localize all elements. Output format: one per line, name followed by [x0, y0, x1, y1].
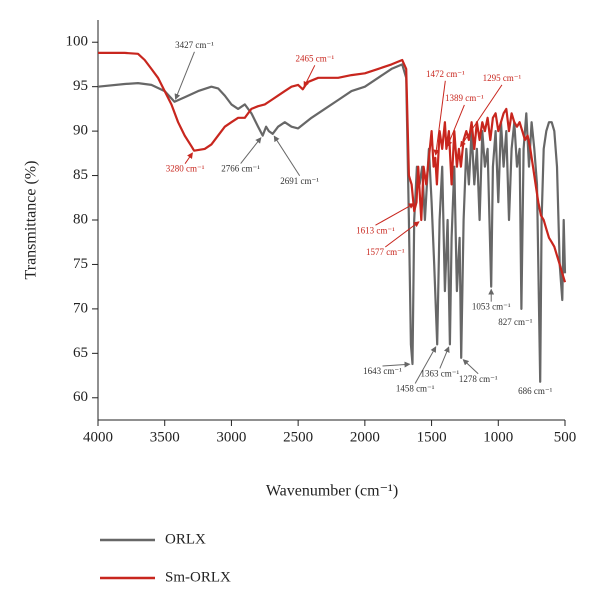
annotation-label: 3427 cm⁻¹ [175, 40, 214, 50]
x-tick-label: 1500 [417, 429, 447, 445]
annotation-arrow [174, 51, 195, 100]
annotation-arrow [184, 152, 193, 164]
annotation-label: 827 cm⁻¹ [498, 317, 532, 327]
annotation-arrow [384, 221, 420, 248]
y-tick-label: 80 [73, 211, 88, 227]
annotation-arrow [273, 135, 301, 177]
y-tick-label: 70 [73, 300, 88, 316]
annotation-arrow [382, 361, 411, 368]
x-axis-label: Wavenumber (cm⁻¹) [266, 483, 398, 500]
annotation-label: 2465 cm⁻¹ [295, 53, 334, 63]
y-tick-label: 85 [73, 167, 88, 183]
annotation-label: 1643 cm⁻¹ [363, 366, 402, 376]
y-tick-label: 75 [73, 256, 88, 272]
annotation-label: 2691 cm⁻¹ [280, 176, 319, 186]
x-tick-label: 3500 [150, 429, 180, 445]
legend-label: ORLX [165, 531, 206, 547]
series-line [97, 63, 567, 383]
annotation-arrow [240, 137, 262, 164]
y-tick-label: 90 [73, 123, 88, 139]
y-tick-label: 100 [66, 34, 89, 50]
annotation-label: 1295 cm⁻¹ [483, 73, 522, 83]
annotation-arrow [460, 84, 503, 148]
x-tick-label: 1000 [483, 429, 513, 445]
y-tick-label: 60 [73, 389, 88, 405]
annotation-label: 1613 cm⁻¹ [356, 225, 395, 235]
annotation-arrow [414, 346, 437, 384]
annotation-label: 1389 cm⁻¹ [445, 93, 484, 103]
y-axis-label: Transmittance (%) [23, 161, 40, 280]
x-tick-label: 3000 [216, 429, 246, 445]
annotation-arrow [433, 80, 446, 156]
annotation-label: 1577 cm⁻¹ [366, 247, 405, 257]
annotation-arrow [375, 203, 415, 226]
annotation-arrow [446, 104, 465, 148]
annotation-label: 686 cm⁻¹ [518, 386, 552, 396]
x-tick-label: 500 [554, 429, 577, 445]
annotation-label: 1458 cm⁻¹ [396, 384, 435, 394]
x-tick-label: 2500 [283, 429, 313, 445]
annotation-label: 1363 cm⁻¹ [420, 369, 459, 379]
annotation-arrow [303, 65, 316, 88]
series-line [98, 51, 567, 283]
legend-label: Sm-ORLX [165, 569, 231, 585]
annotation-label: 3280 cm⁻¹ [166, 164, 205, 174]
annotation-label: 2766 cm⁻¹ [221, 164, 260, 174]
y-tick-label: 95 [73, 78, 88, 94]
annotation-label: 1053 cm⁻¹ [472, 302, 511, 312]
x-tick-label: 4000 [83, 429, 113, 445]
x-tick-label: 2000 [350, 429, 380, 445]
annotation-arrow [439, 346, 450, 369]
y-tick-label: 65 [73, 345, 88, 361]
annotation-arrow [462, 359, 479, 375]
annotation-label: 1472 cm⁻¹ [426, 69, 465, 79]
annotation-label: 1278 cm⁻¹ [459, 374, 498, 384]
